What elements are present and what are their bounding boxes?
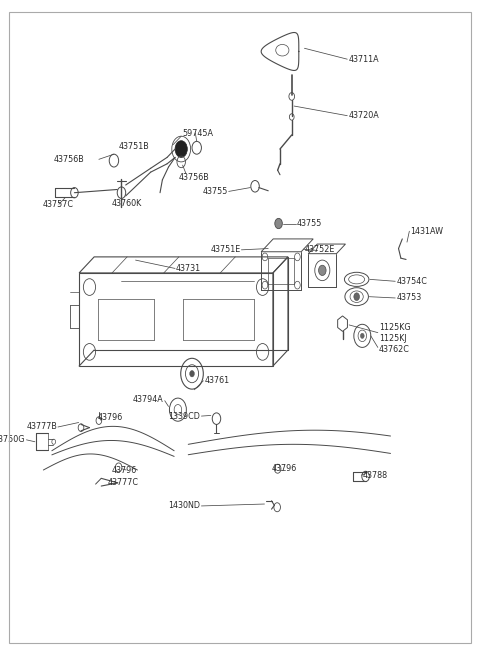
Text: 43751E: 43751E [210, 246, 240, 254]
Text: 43731: 43731 [176, 264, 201, 273]
Text: 43777B: 43777B [26, 422, 57, 432]
Text: 59745A: 59745A [182, 128, 214, 138]
Text: 1125KG: 1125KG [379, 323, 410, 332]
Text: 43794A: 43794A [133, 395, 164, 404]
Text: 43760K: 43760K [112, 199, 142, 208]
Text: 43755: 43755 [297, 219, 322, 228]
Text: 1339CD: 1339CD [168, 411, 201, 421]
Text: 43751B: 43751B [119, 142, 150, 151]
Text: 43796: 43796 [98, 413, 123, 422]
Text: 1125KJ: 1125KJ [379, 334, 407, 343]
Text: 43711A: 43711A [348, 54, 379, 64]
Text: 43788: 43788 [362, 471, 387, 479]
Circle shape [175, 141, 187, 157]
Text: 43756B: 43756B [54, 155, 85, 164]
Circle shape [275, 218, 282, 229]
Text: 43753: 43753 [396, 293, 421, 303]
Text: 43777C: 43777C [108, 478, 138, 487]
Text: 43720A: 43720A [348, 111, 379, 120]
Text: 43752E: 43752E [304, 245, 335, 253]
Text: 1430ND: 1430ND [168, 502, 201, 510]
Text: 43755: 43755 [203, 187, 228, 196]
Text: 43762C: 43762C [379, 345, 409, 354]
Circle shape [360, 333, 364, 339]
Text: 43796: 43796 [112, 466, 137, 474]
Text: 43796: 43796 [272, 464, 297, 473]
Circle shape [319, 265, 326, 276]
Circle shape [354, 293, 360, 301]
Text: 43750G: 43750G [0, 436, 25, 444]
Text: 1431AW: 1431AW [410, 227, 444, 236]
Circle shape [190, 371, 194, 377]
Text: 43757C: 43757C [42, 200, 73, 209]
Text: 43754C: 43754C [396, 277, 427, 286]
Text: 43756B: 43756B [179, 174, 210, 183]
Text: 43761: 43761 [204, 376, 229, 385]
